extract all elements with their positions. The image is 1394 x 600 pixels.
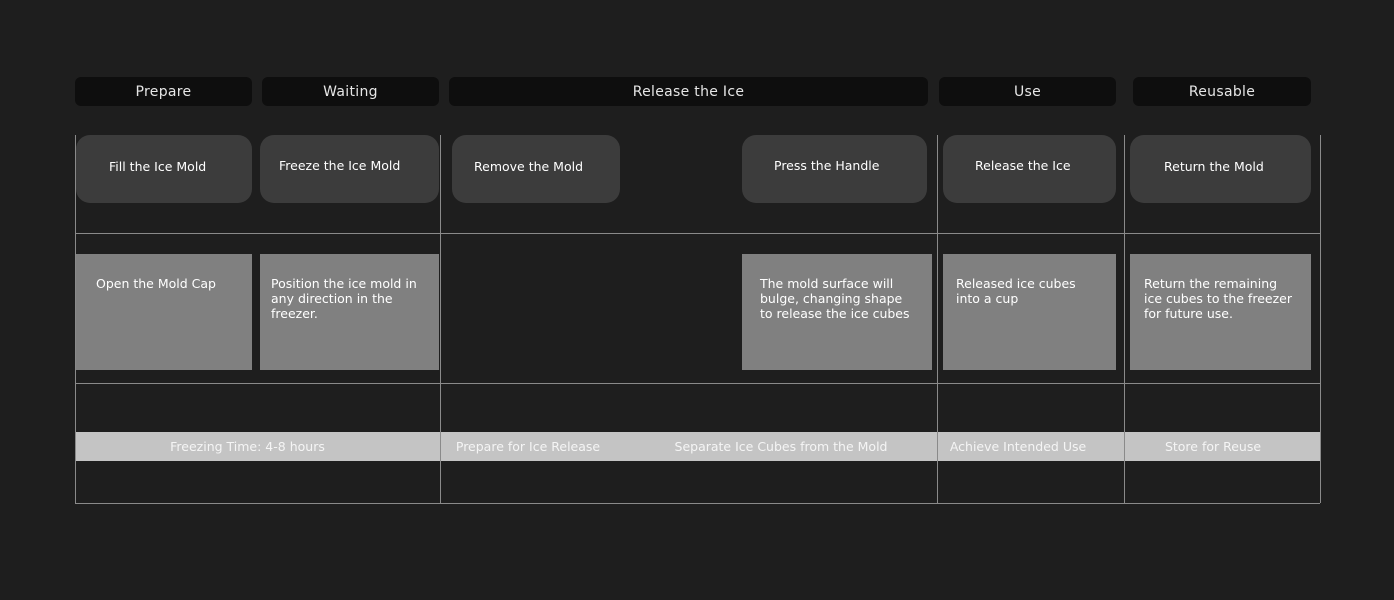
row-divider	[75, 503, 1320, 504]
note-card: Released ice cubes into a cup	[943, 254, 1116, 370]
action-card: Release the Ice	[943, 135, 1116, 203]
phase-use: Use	[939, 77, 1116, 106]
row-divider	[75, 383, 1320, 384]
phase-prepare: Prepare	[75, 77, 252, 106]
goal-label: Freezing Time: 4-8 hours	[170, 439, 325, 454]
column-divider	[440, 135, 441, 503]
column-divider	[1124, 135, 1125, 503]
goal-label: Separate Ice Cubes from the Mold	[674, 439, 888, 454]
action-card: Press the Handle	[742, 135, 927, 203]
phase-release: Release the Ice	[449, 77, 928, 106]
action-card: Freeze the Ice Mold	[260, 135, 439, 203]
column-divider	[1320, 135, 1321, 503]
column-divider	[937, 135, 938, 503]
action-card: Return the Mold	[1130, 135, 1311, 203]
goal-label: Store for Reuse	[1164, 439, 1262, 454]
phase-reusable: Reusable	[1133, 77, 1311, 106]
phase-waiting: Waiting	[262, 77, 439, 106]
action-card: Fill the Ice Mold	[76, 135, 252, 203]
note-card: Open the Mold Cap	[76, 254, 252, 370]
action-card: Remove the Mold	[452, 135, 620, 203]
goal-band	[75, 432, 1320, 461]
goal-label: Prepare for Ice Release	[455, 439, 601, 454]
note-card: Return the remaining ice cubes to the fr…	[1130, 254, 1311, 370]
row-divider	[75, 233, 1320, 234]
column-divider	[75, 135, 76, 503]
goal-label: Achieve Intended Use	[949, 439, 1087, 454]
note-card: The mold surface will bulge, changing sh…	[742, 254, 932, 370]
note-card: Position the ice mold in any direction i…	[260, 254, 439, 370]
